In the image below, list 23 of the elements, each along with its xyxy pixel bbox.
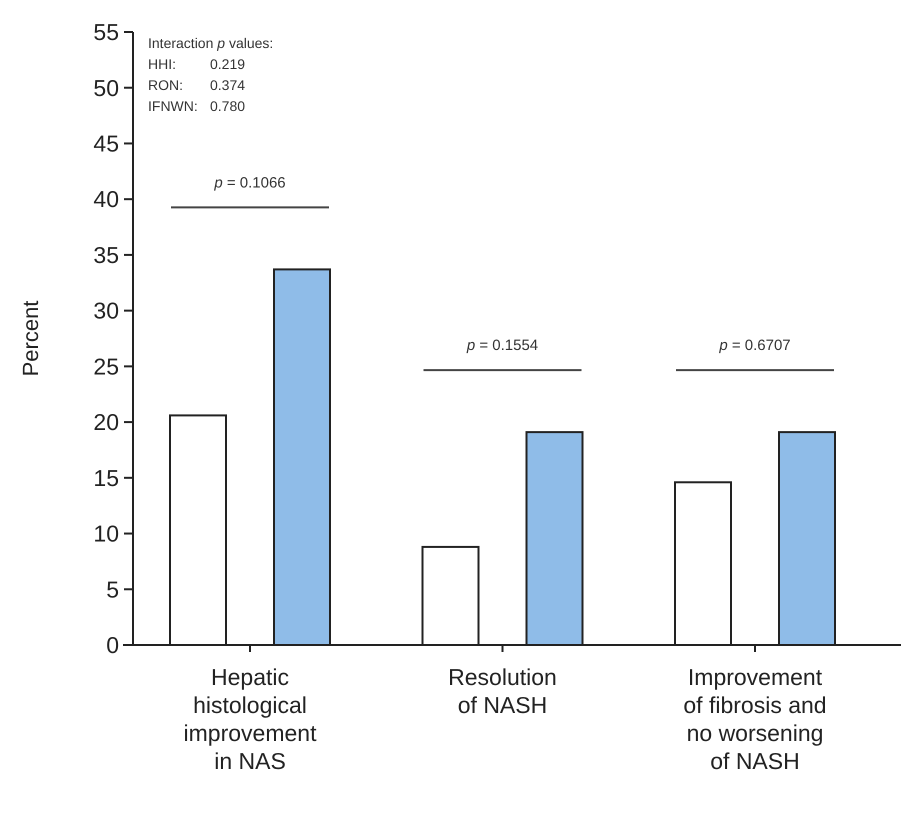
annotation: Interaction p values: [148, 35, 274, 51]
annotation: p = 0.1554 [466, 337, 538, 354]
annotation: IFNWN: 0.780 [148, 98, 246, 114]
y-tick-label: 30 [93, 298, 119, 324]
y-tick-label: 55 [93, 19, 119, 46]
y-tick-label: 0 [106, 632, 119, 658]
x-tick-label: Resolution of NASH [448, 664, 557, 718]
x-tick-label: Improvement of fibrosis and no worsening of NASH [683, 664, 827, 774]
y-tick-label: 10 [93, 520, 119, 547]
text: RON: 0.374 [148, 77, 246, 93]
y-tick-label: 45 [93, 130, 119, 157]
y-tick-label: 50 [93, 74, 119, 101]
x-tick-label: Hepatic histological improvement in NAS [184, 664, 318, 774]
annotation: p = 0.6707 [718, 337, 791, 354]
y-tick-label: 25 [93, 353, 119, 380]
y-tick-label: 15 [93, 464, 119, 491]
annotation: p = 0.1066 [213, 174, 286, 192]
y-tick-label: 20 [93, 409, 119, 436]
y-axis-title: Percent [18, 300, 43, 376]
y-tick-label: 35 [93, 242, 119, 268]
y-tick-label: 5 [106, 576, 119, 602]
text: HHI: 0.219 [148, 56, 246, 72]
y-tick-label: 40 [93, 186, 119, 212]
